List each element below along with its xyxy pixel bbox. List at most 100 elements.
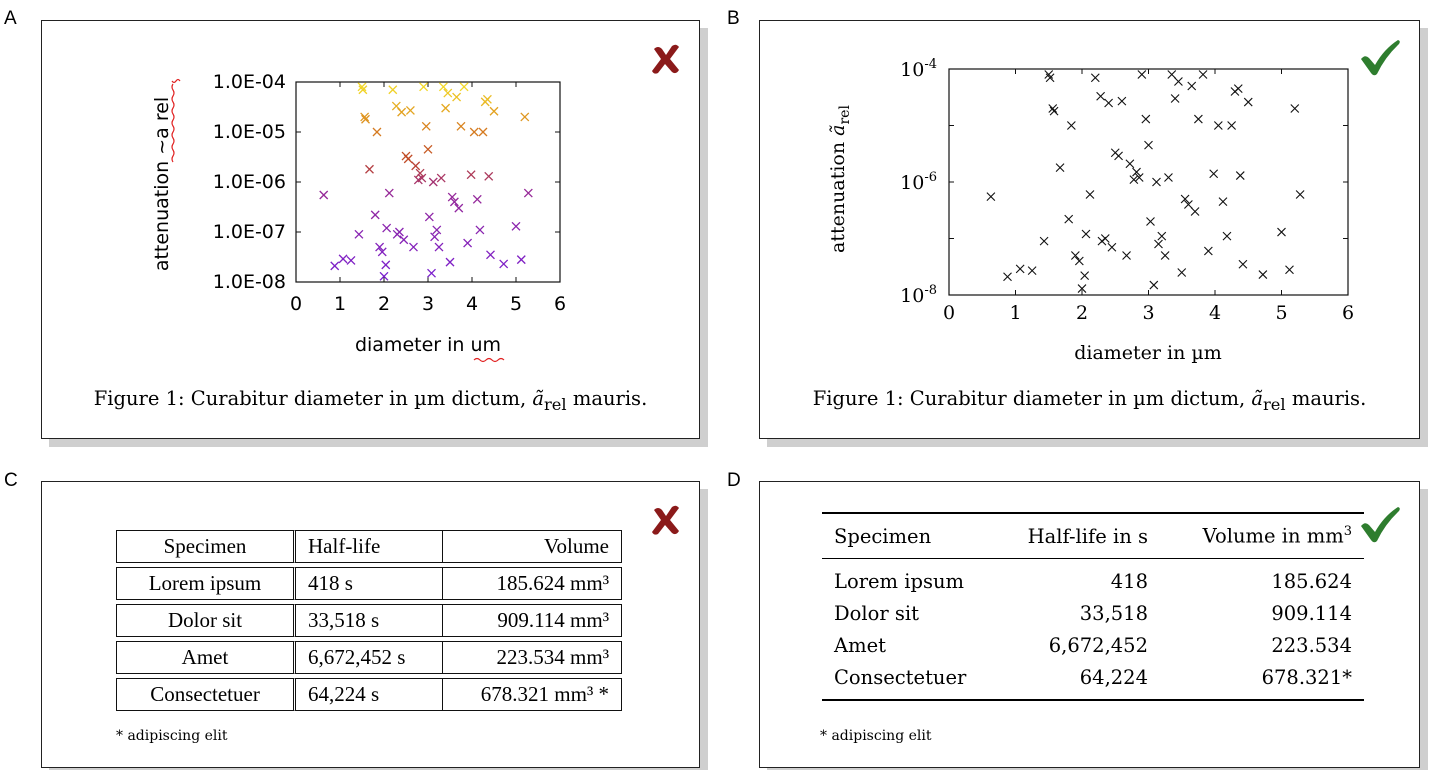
data-point bbox=[1085, 190, 1095, 199]
data-point bbox=[1258, 270, 1268, 279]
data-point bbox=[1074, 256, 1084, 266]
data-point bbox=[1144, 140, 1153, 150]
header-cell: Specimen bbox=[834, 524, 932, 548]
data-point bbox=[1114, 151, 1123, 161]
x-tick-label: 4 bbox=[466, 293, 478, 315]
cell: 909.114 mm³ bbox=[442, 604, 622, 637]
panel-b: 10-4 10-6 10-8 0 1 2 3 4 5 6 attenuation ãrel di… bbox=[759, 20, 1420, 439]
cell: 185.624 bbox=[1271, 569, 1352, 593]
cell: Consectetuer bbox=[116, 678, 293, 711]
data-point bbox=[1180, 194, 1190, 204]
cell: 185.624 mm³ bbox=[442, 567, 622, 600]
y-tick-label: 10-4 bbox=[900, 57, 937, 81]
data-point bbox=[421, 121, 431, 131]
cell: 64,224 s bbox=[293, 678, 442, 711]
panel-a: 1.0E-04 1.0E-05 1.0E-06 1.0E-07 1.0E-08 0 1 2 3… bbox=[41, 20, 700, 439]
y-tick-label: 1.0E-05 bbox=[213, 121, 286, 143]
data-point bbox=[1238, 259, 1248, 269]
data-point bbox=[1203, 246, 1213, 256]
cell: 223.534 bbox=[1271, 633, 1352, 657]
data-point bbox=[1080, 271, 1090, 281]
data-point bbox=[1184, 200, 1193, 209]
data-point bbox=[1039, 236, 1049, 246]
table-row: Dolor sit 33,518 s 909.114 mm³ bbox=[116, 604, 622, 637]
data-point bbox=[1104, 98, 1113, 108]
x-tick-label: 4 bbox=[1209, 302, 1221, 324]
table-row: Consectetuer 64,224 s 678.321 mm³ * bbox=[116, 678, 622, 711]
table-d: Specimen Half-life in s Volume in mm3 Lo… bbox=[822, 512, 1364, 701]
data-point bbox=[330, 261, 340, 271]
data-point bbox=[394, 227, 404, 237]
data-point bbox=[397, 107, 407, 117]
cell: Lorem ipsum bbox=[116, 567, 293, 600]
data-point bbox=[357, 82, 367, 92]
header-cell: Specimen bbox=[116, 530, 293, 563]
data-point bbox=[1193, 114, 1203, 124]
data-point bbox=[1141, 114, 1151, 124]
data-point bbox=[370, 210, 380, 220]
data-point bbox=[463, 238, 473, 248]
x-tick-label: 2 bbox=[378, 293, 390, 315]
cell: Dolor sit bbox=[834, 601, 919, 625]
data-point bbox=[1235, 171, 1245, 180]
data-point bbox=[1117, 96, 1127, 106]
data-point bbox=[1190, 207, 1200, 216]
cell: Amet bbox=[834, 633, 886, 657]
data-point bbox=[1137, 70, 1147, 79]
data-point bbox=[434, 242, 444, 252]
spellcheck-squiggle-x bbox=[473, 357, 505, 363]
cell: 6,672,452 bbox=[1048, 633, 1148, 657]
x-tick-label: 0 bbox=[290, 293, 302, 315]
data-point bbox=[1070, 251, 1080, 260]
data-point bbox=[411, 161, 421, 171]
cell: Lorem ipsum bbox=[834, 569, 965, 593]
data-point bbox=[1154, 239, 1163, 249]
check-mark-icon bbox=[1361, 40, 1400, 76]
data-point bbox=[379, 271, 389, 281]
data-point bbox=[459, 82, 469, 92]
data-point bbox=[1146, 217, 1155, 226]
x-tick-label: 3 bbox=[1142, 302, 1154, 324]
cell: 418 s bbox=[293, 567, 442, 600]
data-point bbox=[1170, 94, 1180, 103]
data-point bbox=[1081, 229, 1091, 239]
data-point bbox=[1218, 197, 1228, 206]
data-point bbox=[1045, 73, 1055, 83]
data-point bbox=[432, 225, 442, 235]
data-point bbox=[430, 232, 440, 242]
panel-label-a: A bbox=[4, 8, 17, 29]
figure-caption-a: Figure 1: Curabitur diameter in µm dictu… bbox=[93, 387, 648, 414]
data-point bbox=[409, 242, 418, 252]
y-tick-label: 1.0E-06 bbox=[213, 171, 286, 193]
table-row: Dolor sit 33,518 909.114 bbox=[822, 597, 1364, 629]
table-row: Amet 6,672,452 s 223.534 mm³ bbox=[116, 641, 622, 674]
cell: 6,672,452 s bbox=[293, 641, 442, 674]
data-point bbox=[1129, 175, 1139, 185]
data-point bbox=[419, 82, 429, 92]
y-axis-label: attenuation ãrel bbox=[827, 105, 853, 253]
data-point bbox=[1134, 173, 1144, 182]
data-point bbox=[399, 235, 409, 245]
data-point bbox=[388, 85, 398, 95]
data-point bbox=[417, 173, 427, 183]
cell: 33,518 s bbox=[293, 604, 442, 637]
cell: Amet bbox=[116, 641, 293, 674]
data-point bbox=[1285, 265, 1294, 275]
y-tick-label: 1.0E-08 bbox=[213, 271, 286, 293]
data-point bbox=[484, 171, 494, 181]
data-point bbox=[1290, 104, 1300, 113]
data-point bbox=[1096, 91, 1106, 101]
header-cell: Half-life in s bbox=[1027, 524, 1148, 548]
data-point bbox=[427, 268, 436, 278]
table-header-row: Specimen Half-life in s Volume in mm3 bbox=[822, 513, 1364, 559]
x-tick-label: 2 bbox=[1076, 302, 1088, 324]
scatter-chart-b: 10-4 10-6 10-8 0 1 2 3 4 5 6 attenuation ãrel di… bbox=[827, 57, 1354, 364]
data-point bbox=[360, 112, 370, 122]
x-axis-label: diameter in µm bbox=[1074, 342, 1222, 364]
cell: 418 bbox=[1110, 569, 1148, 593]
data-point bbox=[1157, 231, 1167, 241]
data-point bbox=[381, 260, 391, 270]
panel-label-d: D bbox=[727, 470, 741, 491]
data-point bbox=[1174, 77, 1183, 86]
data-point bbox=[358, 85, 368, 95]
